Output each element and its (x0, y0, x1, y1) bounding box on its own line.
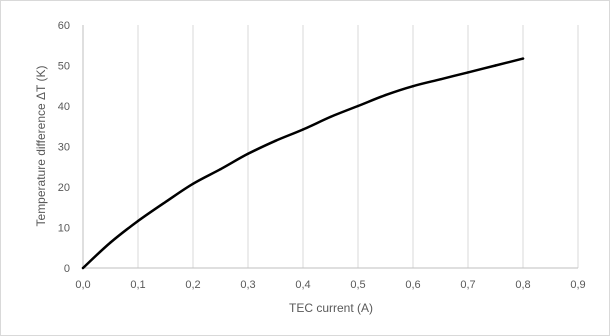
data-point (494, 64, 497, 67)
x-tick-label: 0,4 (295, 279, 310, 291)
data-point (301, 128, 305, 131)
series-group (81, 57, 525, 270)
data-point (109, 241, 112, 244)
y-axis-title: Temperature difference ΔT (K) (34, 66, 48, 227)
data-point (246, 152, 250, 155)
grid-lines (82, 25, 579, 269)
x-tick-label: 0,2 (185, 279, 200, 291)
data-point (356, 104, 360, 108)
x-tick-label: 0,1 (130, 279, 145, 291)
y-tick-labels: 0 10 20 30 40 50 60 (58, 20, 70, 275)
data-point (274, 139, 277, 142)
x-axis-title: TEC current (A) (289, 301, 373, 315)
y-tick-label: 30 (58, 142, 70, 154)
x-tick-label: 0,9 (570, 279, 585, 291)
y-tick-label: 10 (58, 223, 70, 235)
y-tick-label: 40 (58, 101, 70, 113)
x-tick-label: 0,8 (515, 279, 530, 291)
x-tick-label: 0,7 (460, 279, 475, 291)
data-point (219, 168, 222, 171)
data-point (329, 115, 332, 119)
data-point (164, 200, 167, 204)
x-tick-label: 0,3 (240, 279, 255, 291)
data-point (466, 71, 470, 74)
y-tick-label: 20 (58, 182, 70, 194)
data-point (411, 85, 415, 88)
data-point (439, 78, 442, 81)
data-point (384, 93, 387, 97)
data-point (81, 266, 85, 270)
x-tick-label: 0,6 (405, 279, 420, 291)
data-point (191, 182, 195, 185)
x-tick-labels: 0,0 0,1 0,2 0,3 0,4 0,5 0,6 0,7 0,8 0,9 (75, 279, 585, 291)
x-tick-label: 0,0 (75, 279, 90, 291)
data-point (521, 57, 525, 60)
y-tick-label: 0 (64, 263, 70, 275)
y-tick-label: 60 (58, 20, 70, 32)
x-tick-label: 0,5 (350, 279, 365, 291)
data-point (136, 219, 140, 223)
y-tick-label: 50 (58, 61, 70, 73)
